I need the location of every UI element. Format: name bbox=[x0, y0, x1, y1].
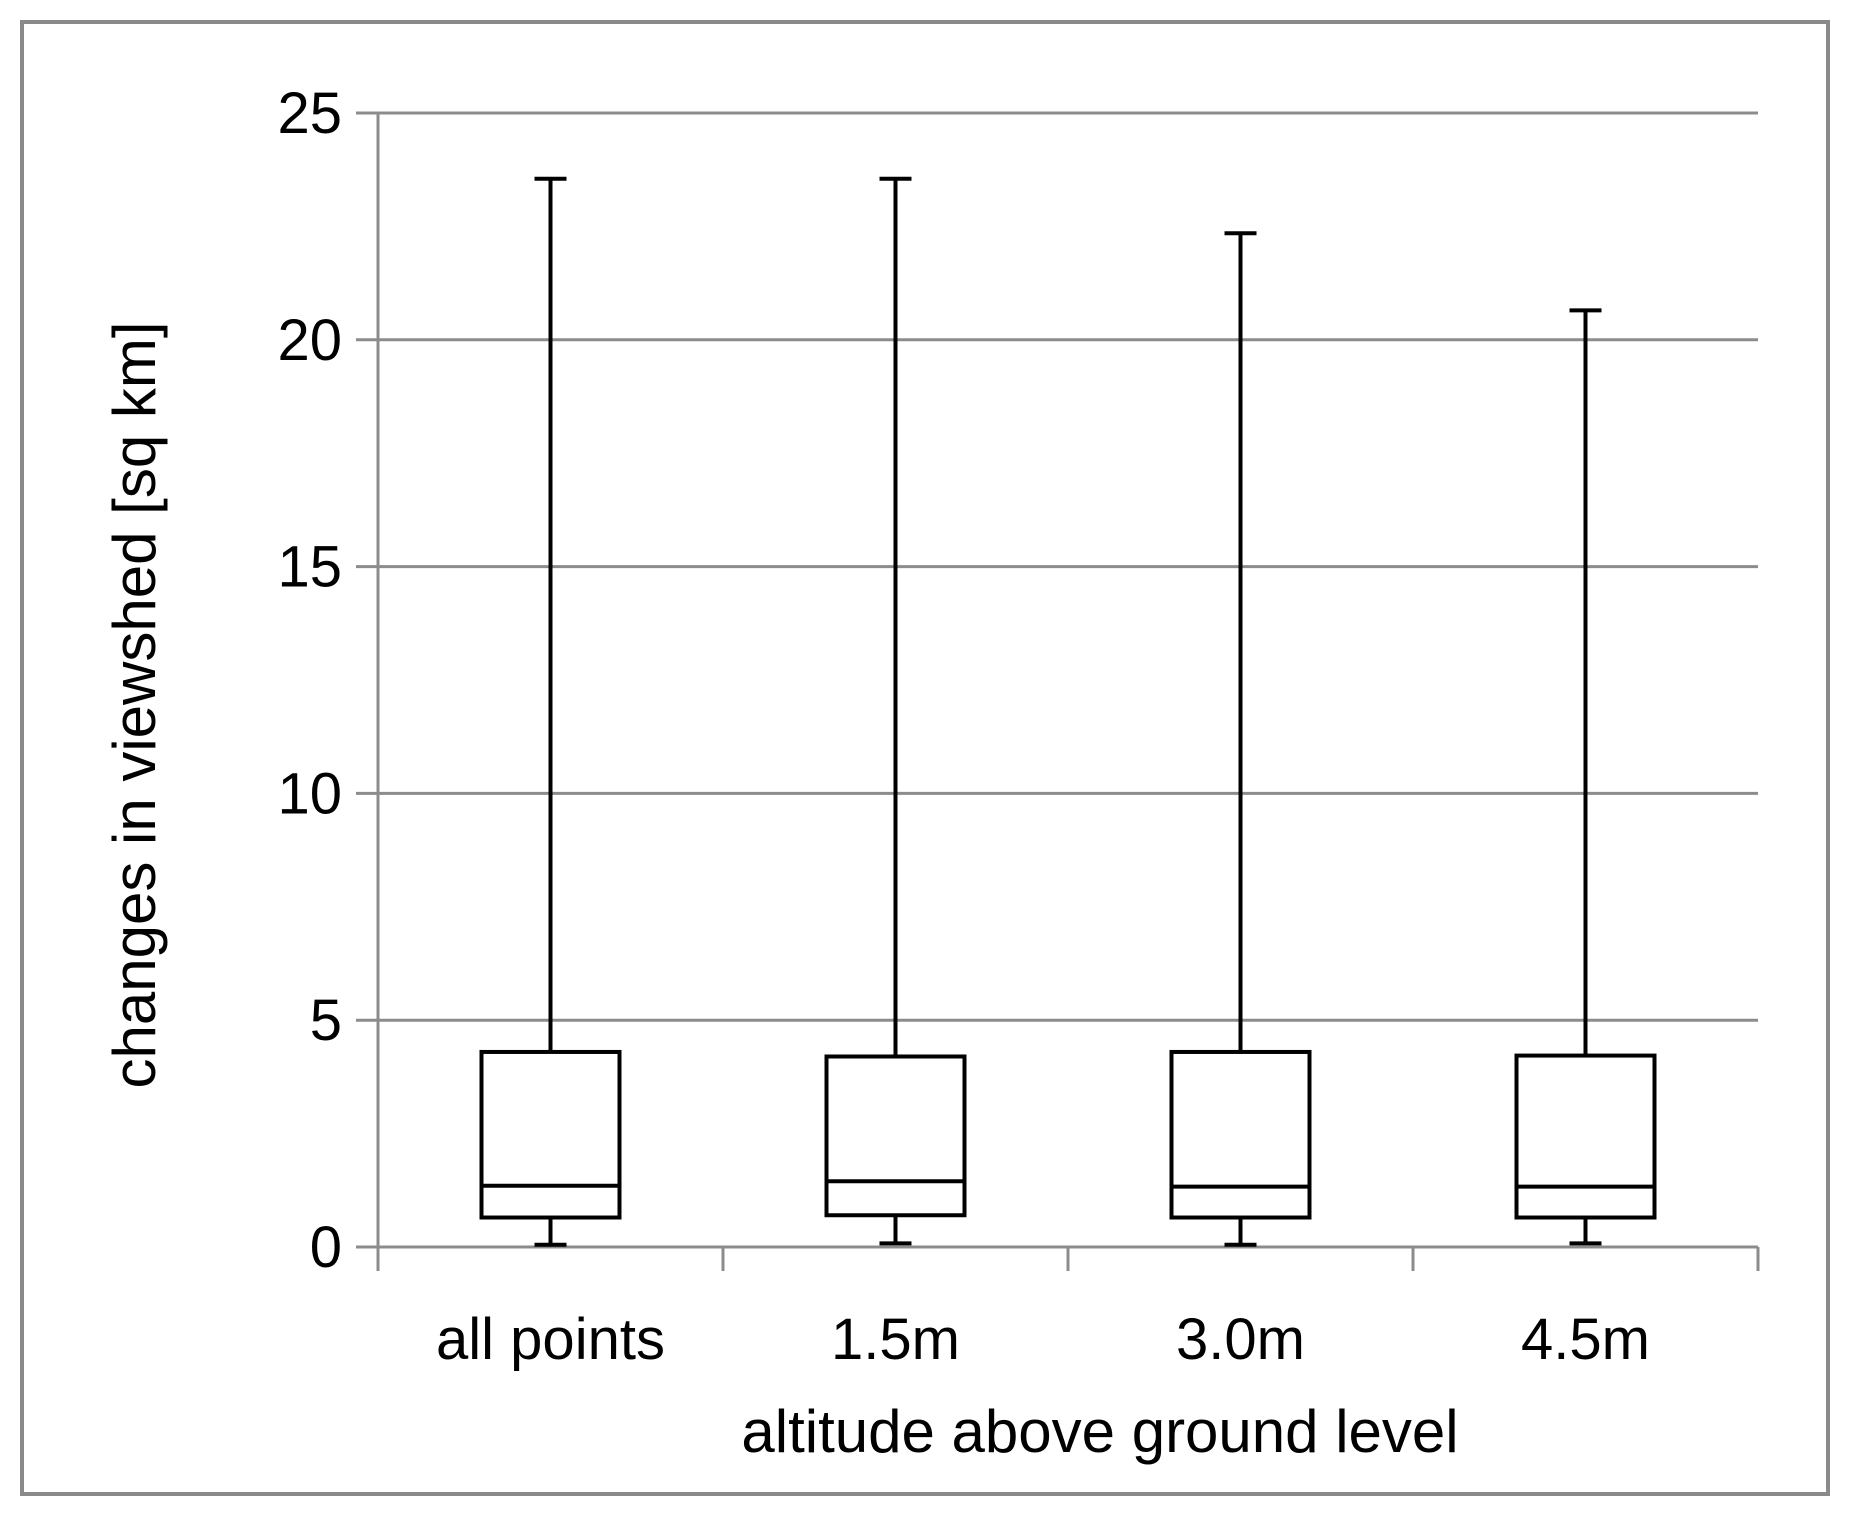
y-tick-label: 20 bbox=[277, 308, 342, 373]
gridlines bbox=[378, 111, 1758, 1022]
y-tick-label: 25 bbox=[277, 81, 342, 146]
x-tick-label: 4.5m bbox=[1521, 1307, 1650, 1372]
chart-frame bbox=[20, 20, 1830, 1496]
boxes bbox=[479, 176, 1657, 1247]
x-axis-title: altitude above ground level bbox=[741, 1398, 1458, 1465]
box-iqr bbox=[479, 1049, 622, 1220]
y-tick-label: 0 bbox=[310, 1215, 342, 1280]
tick-labels: 0 5 10 15 20 25 all points 1.5m 3.0m 4.5m bbox=[277, 81, 1649, 1372]
axes bbox=[356, 111, 1760, 1271]
y-tick-label: 5 bbox=[310, 988, 342, 1053]
box-iqr bbox=[1514, 1053, 1657, 1220]
y-tick-label: 15 bbox=[277, 535, 342, 600]
y-tick-label: 10 bbox=[277, 761, 342, 826]
box-1-5m bbox=[824, 176, 967, 1246]
box-4-5m bbox=[1514, 308, 1657, 1246]
box-all-points bbox=[479, 176, 622, 1247]
x-tick-label: 1.5m bbox=[831, 1307, 960, 1372]
x-tick-label: all points bbox=[436, 1307, 665, 1372]
box-iqr bbox=[1169, 1049, 1312, 1220]
x-tick-label: 3.0m bbox=[1176, 1307, 1305, 1372]
box-iqr bbox=[824, 1054, 967, 1218]
box-3-0m bbox=[1169, 231, 1312, 1247]
y-axis-title: changes in viewshed [sq km] bbox=[101, 321, 168, 1088]
